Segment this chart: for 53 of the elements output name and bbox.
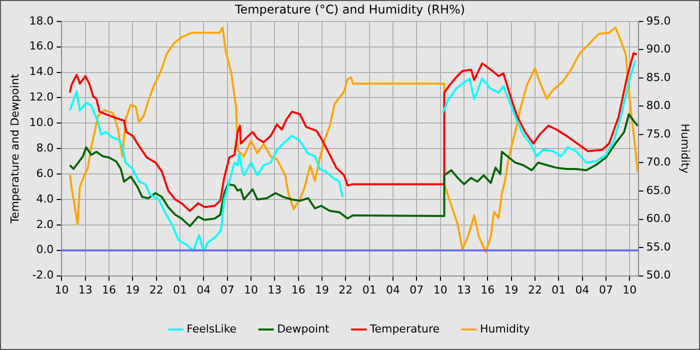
x-tick-label: 16: [102, 283, 116, 296]
x-tick-label: 13: [268, 283, 282, 296]
x-tick-label: 07: [410, 283, 424, 296]
y2-tick-label: 65.0: [646, 184, 671, 197]
y2-tick-label: 80.0: [646, 99, 671, 112]
x-tick-label: 19: [314, 283, 329, 296]
y-tick-label: 0.0: [36, 243, 54, 256]
y2-tick-label: 55.0: [646, 240, 671, 254]
x-tick-label: 22: [149, 283, 164, 296]
y2-tick-label: 70.0: [646, 156, 671, 169]
y-tick-label: 18.0: [29, 14, 54, 28]
x-tick-label: 19: [504, 283, 518, 296]
y-tick-label: 6.0: [36, 166, 54, 180]
y2-tick-label: 75.0: [646, 127, 671, 140]
y2-tick-label: 50.0: [646, 268, 671, 282]
x-tick-label: 13: [78, 283, 92, 296]
x-tick-label: 16: [480, 283, 495, 296]
x-tick-label: 04: [196, 283, 211, 296]
legend-label: Humidity: [480, 322, 530, 336]
x-tick-label: 22: [338, 283, 353, 296]
y2-tick-label: 90.0: [646, 42, 671, 56]
y-tick-label: 10.0: [29, 116, 54, 130]
y2-tick-label: 60.0: [646, 212, 671, 226]
y-tick-label: 4.0: [36, 192, 54, 206]
x-tick-label: 16: [291, 283, 306, 296]
legend-label: Dewpoint: [277, 322, 330, 336]
x-tick-label: 01: [362, 283, 376, 296]
legend-label: Temperature: [368, 322, 440, 336]
y2-tick-label: 95.0: [646, 14, 671, 28]
y-tick-label: 12.0: [29, 90, 54, 104]
x-tick-label: 07: [598, 283, 613, 296]
x-tick-label: 10: [622, 283, 637, 296]
x-tick-label: 01: [552, 283, 566, 296]
y-axis-title: Temperature and Dewpoint: [8, 73, 22, 224]
x-tick-label: 10: [433, 283, 448, 296]
x-tick-label: 13: [456, 283, 471, 296]
legend-label: FeelsLike: [186, 322, 237, 336]
chart-title: Temperature (°C) and Humidity (RH%): [234, 2, 466, 16]
x-tick-label: 10: [244, 283, 258, 296]
x-tick-label: 04: [386, 283, 400, 296]
y-tick-label: -2.0: [32, 268, 54, 282]
y-tick-label: 14.0: [29, 65, 54, 78]
x-tick-label: 01: [173, 283, 188, 296]
y2-tick-label: 85.0: [646, 70, 671, 84]
x-tick-label: 19: [126, 283, 140, 296]
x-tick-label: 07: [220, 283, 234, 296]
x-tick-label: 04: [575, 283, 590, 296]
y-tick-label: 2.0: [36, 218, 54, 231]
x-tick-label: 22: [528, 283, 542, 296]
y-tick-label: 8.0: [36, 141, 54, 154]
y-tick-label: 16.0: [29, 40, 54, 53]
y2-axis-title: Humidity: [678, 124, 692, 174]
x-tick-label: 10: [54, 283, 69, 296]
